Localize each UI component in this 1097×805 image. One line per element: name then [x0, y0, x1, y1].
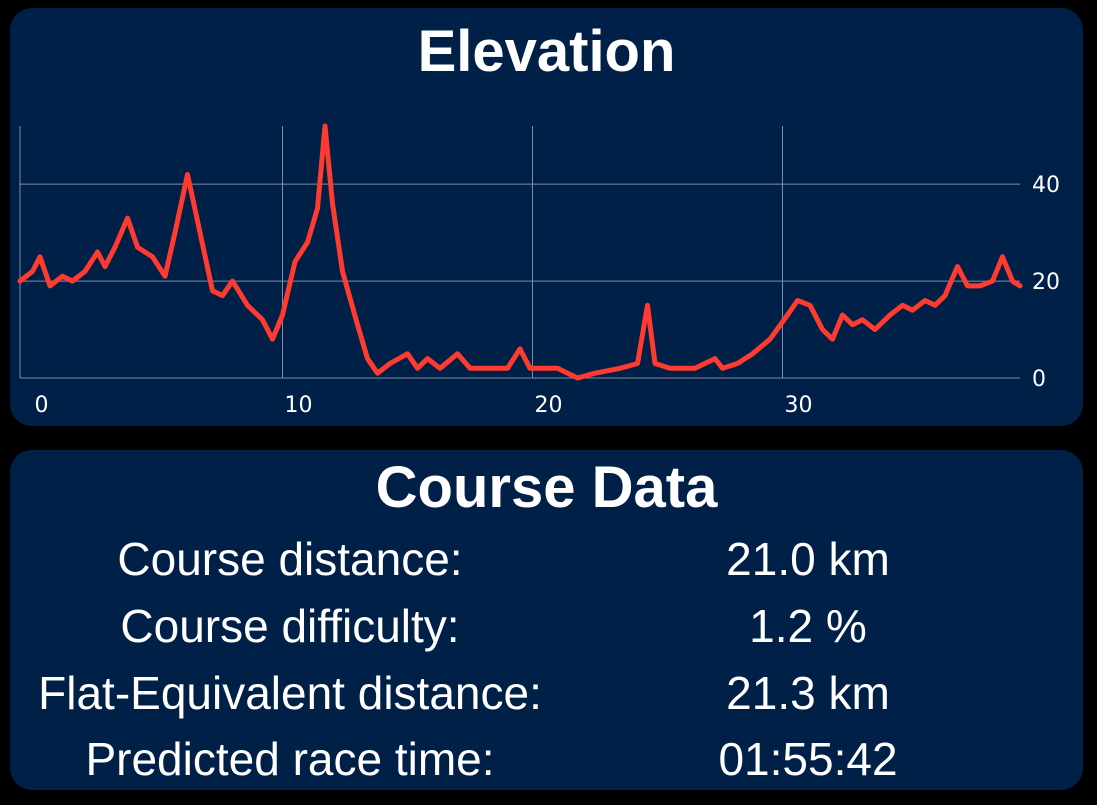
- flat-equivalent-distance-label: Flat-Equivalent distance:: [38, 667, 542, 719]
- x-tick-label: 30: [785, 393, 813, 418]
- course-data-card: Course Data Course distance: 21.0 km Cou…: [10, 450, 1083, 790]
- x-tick-label: 10: [285, 393, 313, 418]
- course-difficulty-value: 1.2 %: [749, 600, 867, 652]
- elevation-title: Elevation: [417, 19, 676, 84]
- elevation-card: Elevation 0 10 20 30 0 20 40: [10, 8, 1083, 426]
- course-data-title: Course Data: [375, 455, 718, 520]
- course-difficulty-row: Course difficulty: 1.2 %: [10, 599, 1083, 659]
- x-tick-label: 20: [535, 393, 563, 418]
- y-tick-label: 40: [1032, 173, 1060, 198]
- predicted-race-time-label: Predicted race time:: [85, 733, 495, 785]
- course-difficulty-label: Course difficulty:: [120, 600, 460, 652]
- course-distance-row: Course distance: 21.0 km: [10, 532, 1083, 592]
- predicted-race-time-value: 01:55:42: [718, 733, 898, 785]
- course-distance-value: 21.0 km: [726, 533, 890, 585]
- flat-equivalent-distance-value: 21.3 km: [726, 667, 890, 719]
- x-tick-label: 0: [35, 393, 49, 418]
- flat-equivalent-distance-row: Flat-Equivalent distance: 21.3 km: [10, 666, 1083, 726]
- y-tick-label: 20: [1032, 270, 1060, 295]
- course-distance-label: Course distance:: [117, 533, 463, 585]
- y-tick-label: 0: [1032, 367, 1046, 392]
- elevation-line: [17, 123, 1023, 381]
- elevation-chart: 0 10 20 30 0 20 40: [17, 123, 1060, 418]
- predicted-race-time-row: Predicted race time: 01:55:42: [10, 732, 1083, 792]
